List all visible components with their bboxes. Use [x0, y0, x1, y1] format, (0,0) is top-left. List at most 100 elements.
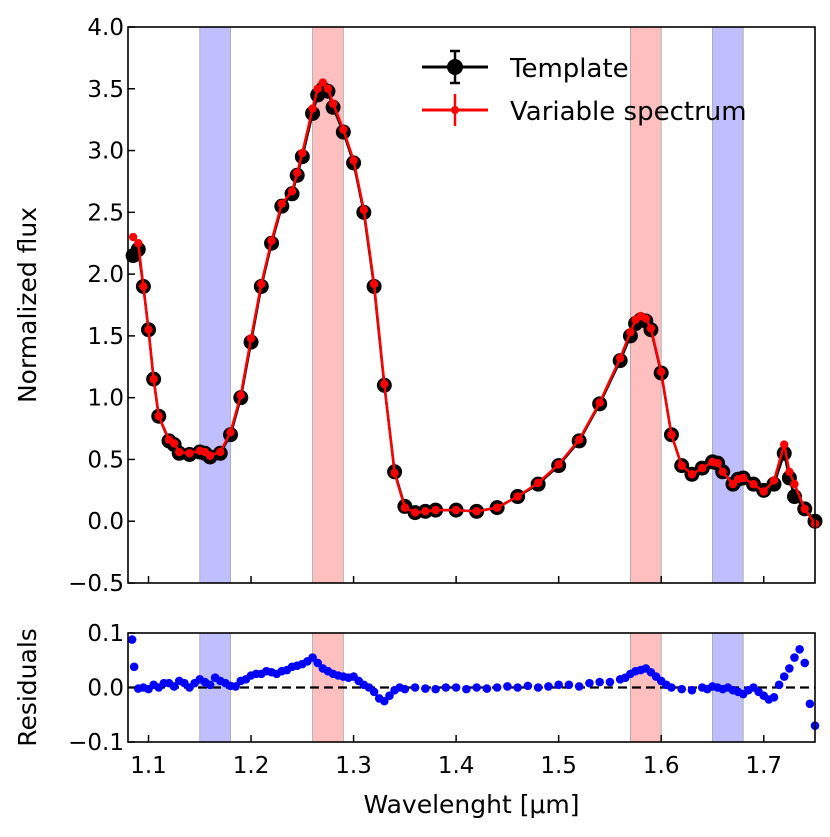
residual-point	[451, 683, 461, 692]
variable-spectrum-point	[236, 390, 245, 400]
variable-spectrum-point	[175, 447, 184, 457]
variable-spectrum-point	[451, 505, 461, 515]
residual-point	[769, 693, 779, 702]
residual-point	[585, 678, 594, 688]
variable-spectrum-point	[298, 148, 307, 158]
residual-xtick-label: 1.4	[438, 753, 475, 779]
main-x-ticks	[147, 576, 765, 583]
variable-spectrum-point	[698, 463, 707, 473]
variable-spectrum-series	[128, 78, 820, 528]
residual-point	[492, 683, 502, 692]
variable-spectrum-point	[713, 458, 722, 468]
variable-spectrum-point	[574, 435, 584, 444]
variable-spectrum-point	[595, 398, 604, 407]
residual-point	[472, 683, 481, 692]
residual-xtick-label: 1.2	[233, 753, 270, 779]
residual-point	[513, 683, 522, 692]
variable-spectrum-point	[246, 334, 256, 343]
residual-point	[785, 664, 794, 673]
variable-spectrum-point	[400, 503, 410, 512]
variable-spectrum-point	[492, 503, 502, 512]
variable-spectrum-point	[267, 236, 276, 245]
legend-variable-marker	[451, 106, 459, 114]
variable-spectrum-point	[641, 314, 651, 323]
residual-point	[380, 696, 389, 706]
residual-point	[127, 635, 137, 644]
residual-point	[231, 682, 240, 691]
variable-spectrum-point	[656, 367, 666, 376]
variable-spectrum-point	[323, 84, 333, 93]
main-ytick-label: 4.0	[87, 15, 124, 41]
residual-point	[677, 684, 687, 694]
main-ytick-label: 0.0	[87, 509, 124, 535]
residual-point	[169, 682, 179, 691]
residual-point	[554, 680, 563, 690]
variable-spectrum-point	[339, 125, 348, 134]
residual-y-axis-label: Residuals	[13, 628, 42, 747]
variable-spectrum-point	[359, 205, 369, 215]
residual-point	[667, 683, 676, 692]
main-plot-frame	[127, 26, 816, 584]
main-band-0	[199, 26, 231, 584]
residual-x-ticks: 1.1 1.2 1.3 1.4 1.5 1.6 1.7	[130, 735, 782, 779]
variable-spectrum-point	[169, 439, 179, 448]
variable-spectrum-point	[128, 232, 138, 242]
main-ytick-label: 1.0	[87, 386, 124, 412]
variable-spectrum-point	[349, 156, 358, 165]
variable-spectrum-point	[205, 451, 215, 460]
main-ytick-label: 3.0	[87, 139, 124, 165]
variable-spectrum-point	[144, 325, 153, 334]
variable-spectrum-point	[410, 508, 420, 517]
main-y-axis-label: Normalized flux	[13, 207, 42, 403]
residual-point	[564, 680, 574, 690]
residual-xtick-label: 1.7	[745, 753, 782, 779]
variable-spectrum-point	[292, 168, 302, 177]
variable-spectrum-point	[626, 327, 635, 337]
residual-point	[410, 683, 420, 692]
legend-template-marker	[447, 59, 463, 75]
variable-spectrum-point	[257, 279, 266, 289]
legend: Template Variable spectrum	[422, 49, 747, 127]
variable-spectrum-point	[216, 447, 225, 457]
residual-point	[421, 684, 430, 693]
legend-template-entry: Template	[422, 49, 629, 85]
variable-spectrum-point	[139, 282, 148, 291]
variable-spectrum-point	[369, 279, 379, 289]
variable-spectrum-point	[149, 374, 158, 384]
legend-variable-entry: Variable spectrum	[422, 94, 747, 127]
variable-spectrum-point	[739, 473, 748, 483]
variable-spectrum-point	[472, 507, 481, 516]
main-ytick-label: 0.5	[87, 447, 124, 473]
x-axis-label: Wavelenght [μm]	[363, 790, 579, 819]
variable-spectrum-point	[759, 487, 768, 496]
residual-xtick-label: 1.6	[643, 753, 680, 779]
main-band-3	[712, 26, 744, 584]
residual-point	[503, 682, 512, 691]
residual-point	[805, 699, 815, 709]
residual-point	[790, 653, 799, 662]
main-ytick-label: 3.5	[87, 77, 124, 103]
variable-spectrum-point	[785, 467, 794, 476]
legend-template-label: Template	[509, 54, 629, 84]
variable-spectrum-point	[154, 412, 163, 421]
variable-spectrum-point	[226, 428, 235, 437]
residual-ytick-label: 0.0	[87, 676, 124, 702]
residual-point	[800, 658, 810, 668]
variable-spectrum-point	[313, 84, 322, 93]
variable-spectrum-point	[308, 104, 317, 113]
variable-spectrum-point	[533, 478, 543, 488]
residual-point	[441, 683, 451, 692]
variable-spectrum-point	[667, 430, 676, 439]
variable-spectrum-point	[318, 78, 328, 87]
residual-point	[544, 682, 553, 691]
residual-xtick-label: 1.5	[540, 753, 577, 779]
residual-point	[462, 684, 471, 694]
variable-spectrum-point	[800, 504, 809, 514]
variable-spectrum-point	[421, 507, 430, 516]
variable-spectrum-point	[769, 476, 779, 485]
variable-spectrum-point	[277, 199, 287, 208]
main-ytick-label: 2.0	[87, 262, 124, 288]
residual-point	[385, 691, 394, 700]
variable-spectrum-point	[390, 468, 399, 478]
